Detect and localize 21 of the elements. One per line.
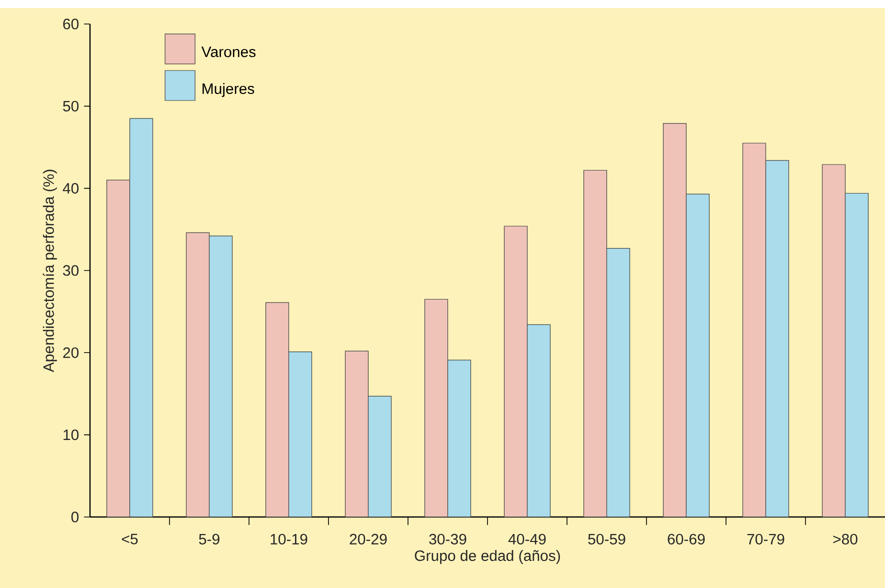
y-tick-label: 10 [64, 430, 79, 440]
legend-label: Mujeres [202, 83, 254, 97]
x-tick-label: 20-29 [350, 534, 387, 544]
y-tick-label: 40 [62, 183, 79, 194]
x-tick-label: 10-19 [270, 534, 308, 544]
y-axis-title: Apendicectomía perforada (%) [42, 170, 57, 372]
x-tick-label: 50-59 [588, 534, 626, 544]
legend-label: Varones [201, 46, 256, 58]
x-tick-label: 70-79 [747, 534, 784, 544]
x-tick-label: 40-49 [508, 534, 546, 544]
y-tick-label: 30 [63, 265, 79, 276]
x-tick-label: 30-39 [429, 534, 466, 544]
y-tick-label: 50 [63, 100, 79, 112]
x-tick-label: >80 [833, 534, 858, 544]
x-tick-label: 60-69 [668, 534, 705, 544]
y-tick-label: 0 [71, 512, 79, 522]
x-tick-label: <5 [122, 534, 138, 544]
y-tick-label: 20 [63, 347, 79, 358]
x-tick-label: 5-9 [199, 534, 220, 544]
x-axis-title: Grupo de edad (años) [414, 550, 560, 564]
y-tick-label: 60 [63, 18, 79, 30]
